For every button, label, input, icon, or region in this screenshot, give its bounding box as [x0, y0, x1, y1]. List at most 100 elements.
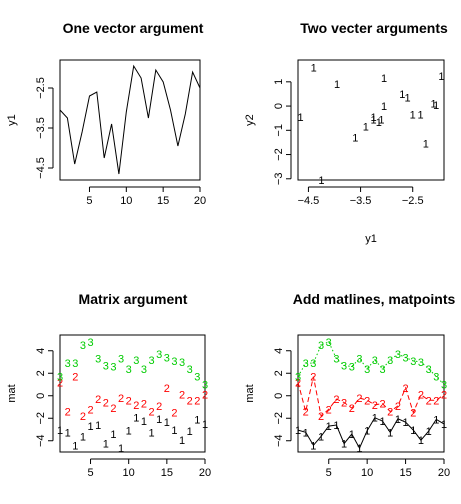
data-point: 1 [378, 114, 384, 126]
data-point: 2 [141, 399, 147, 411]
data-point: 1 [403, 417, 409, 429]
y-tick-label: 4 [273, 348, 285, 354]
chart-title: Two vecter arguments [300, 20, 448, 36]
data-point: 2 [441, 390, 447, 402]
data-point: 2 [356, 393, 362, 405]
data-point: 1 [72, 440, 78, 452]
data-point: 3 [410, 356, 416, 368]
x-tick-label: 15 [157, 195, 169, 207]
data-point: 1 [372, 413, 378, 425]
data-point: 2 [57, 377, 63, 389]
data-point: 1 [333, 420, 339, 432]
x-tick-label: 5 [87, 467, 93, 479]
data-point: 3 [118, 354, 124, 366]
data-point: 1 [310, 440, 316, 452]
data-point: 3 [141, 364, 147, 376]
data-point: 3 [80, 340, 86, 352]
data-point: 1 [387, 427, 393, 439]
data-point: 2 [118, 393, 124, 405]
data-point: 3 [202, 380, 208, 392]
data-point: 3 [341, 360, 347, 372]
data-point: 1 [133, 413, 139, 425]
y-tick-label: 1 [273, 79, 285, 85]
chart-title: One vector argument [63, 20, 204, 36]
chart-title: Add matlines, matpoints [293, 291, 456, 307]
data-point: 2 [410, 408, 416, 420]
data-point: 1 [431, 99, 437, 111]
data-point: 2 [103, 398, 109, 410]
data-point: 3 [333, 354, 339, 366]
data-point: 3 [418, 357, 424, 369]
data-point: 2 [379, 399, 385, 411]
data-point: 1 [381, 73, 387, 85]
x-tick-label: 10 [123, 467, 135, 479]
x-tick-label: 10 [120, 195, 132, 207]
data-point: 1 [395, 414, 401, 426]
y-tick-label: −2 [35, 412, 47, 425]
y-tick-label: 4 [35, 348, 47, 354]
data-point: 1 [202, 419, 208, 431]
data-point: 2 [126, 395, 132, 407]
data-point: 2 [403, 383, 409, 395]
y-tick-label: −2 [273, 412, 285, 425]
data-point: 3 [326, 337, 332, 349]
data-point: 3 [379, 364, 385, 376]
x-tick-label: −3.5 [350, 195, 372, 207]
series-line [59, 64, 201, 175]
data-point: 1 [298, 112, 304, 124]
data-point: 1 [433, 414, 439, 426]
data-point: 1 [376, 117, 382, 129]
data-point: 1 [318, 431, 324, 443]
data-point: 1 [417, 110, 423, 122]
data-point: 3 [57, 372, 63, 384]
y-tick-label: −2.5 [35, 77, 47, 99]
data-point: 1 [194, 414, 200, 426]
data-point: 1 [371, 112, 377, 124]
data-point: 2 [149, 407, 155, 419]
y-tick-label: −2 [273, 148, 285, 161]
data-point: 1 [410, 110, 416, 122]
data-point: 2 [318, 411, 324, 423]
data-point: 3 [133, 355, 139, 367]
data-point: 3 [87, 337, 93, 349]
y-tick-label: −4 [273, 434, 285, 447]
data-point: 3 [103, 360, 109, 372]
data-point: 3 [187, 364, 193, 376]
data-point: 2 [333, 394, 339, 406]
data-point: 1 [149, 427, 155, 439]
plot-frame [59, 59, 201, 181]
x-tick-label: −2.5 [402, 195, 424, 207]
data-point: 3 [441, 380, 447, 392]
data-point: 1 [426, 426, 432, 438]
data-point: 1 [141, 416, 147, 428]
data-point: 1 [65, 427, 71, 439]
series-line [297, 376, 445, 417]
data-point: 3 [171, 356, 177, 368]
data-point: 3 [310, 358, 316, 370]
data-point: 1 [363, 122, 369, 134]
data-point: 3 [110, 362, 116, 374]
data-point: 1 [404, 93, 410, 105]
y-tick-label: 2 [35, 370, 47, 376]
data-point: 2 [110, 403, 116, 415]
data-point: 1 [103, 439, 109, 451]
data-point: 1 [156, 414, 162, 426]
plot-frame [297, 334, 445, 453]
data-point: 1 [303, 427, 309, 439]
data-point: 2 [395, 401, 401, 413]
data-point: 3 [318, 340, 324, 352]
y-tick-label: −1 [273, 124, 285, 137]
data-point: 1 [57, 425, 63, 437]
x-axis-label: y1 [365, 233, 377, 245]
data-point: 3 [156, 349, 162, 361]
y-tick-label: −3.5 [35, 117, 47, 139]
data-point: 3 [179, 357, 185, 369]
x-tick-label: 5 [86, 195, 92, 207]
data-point: 2 [426, 395, 432, 407]
data-point: 2 [171, 408, 177, 420]
y-tick-label: −4 [35, 434, 47, 447]
data-point: 2 [310, 372, 316, 384]
data-point: 2 [349, 403, 355, 415]
data-point: 1 [379, 416, 385, 428]
